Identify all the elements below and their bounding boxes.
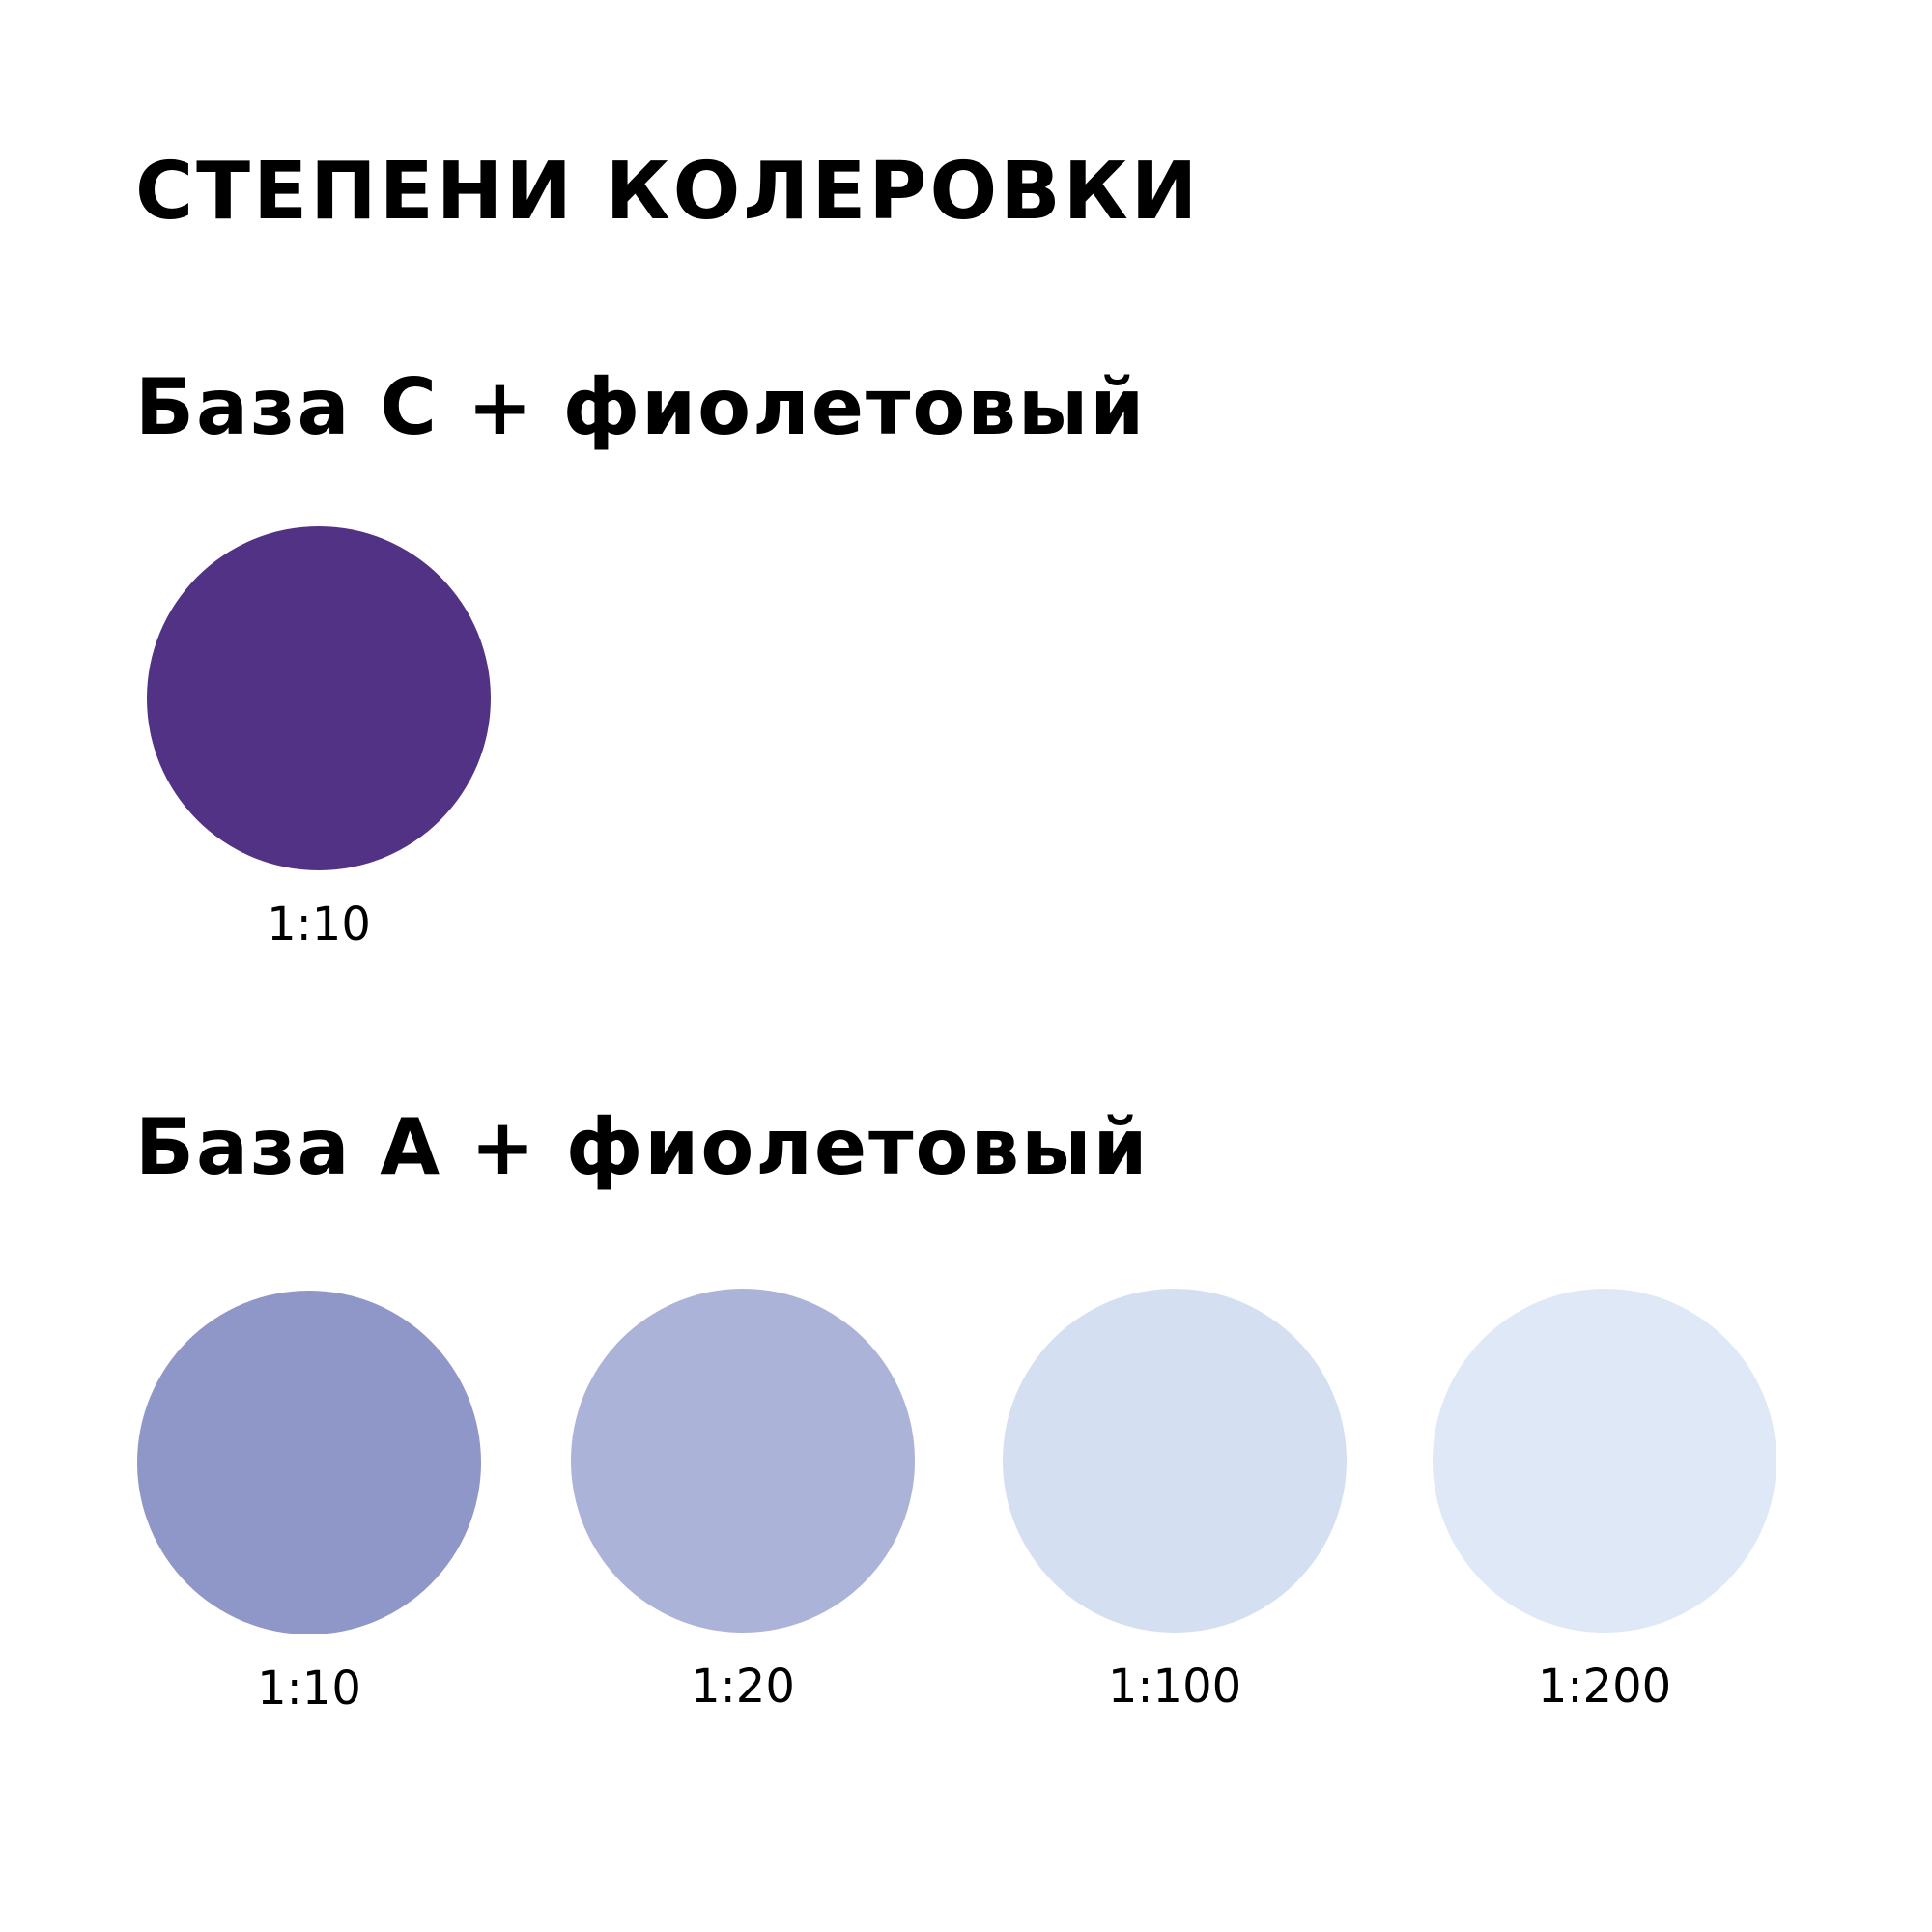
swatch-base-a-1-200: 1:200 — [1431, 1289, 1778, 1710]
swatch-base-c-1-10: 1:10 — [145, 526, 493, 948]
swatch-base-a-1-10: 1:10 — [135, 1291, 483, 1712]
page-title: СТЕПЕНИ КОЛЕРОВКИ — [135, 146, 1201, 238]
swatch-ratio-label: 1:100 — [1107, 1660, 1242, 1714]
swatch-base-a-1-100: 1:100 — [1001, 1289, 1349, 1710]
swatch-circle — [1003, 1289, 1347, 1633]
swatch-circle — [147, 526, 491, 870]
swatch-circle — [1433, 1289, 1776, 1633]
swatch-ratio-label: 1:200 — [1537, 1660, 1672, 1714]
swatch-base-a-1-20: 1:20 — [569, 1289, 917, 1710]
swatch-ratio-label: 1:10 — [267, 897, 371, 952]
swatch-circle — [137, 1291, 481, 1634]
swatch-circle — [571, 1289, 915, 1633]
swatch-ratio-label: 1:20 — [691, 1660, 795, 1714]
section-title-base-a: База А + фиолетовый — [135, 1102, 1150, 1192]
section-title-base-c: База С + фиолетовый — [135, 362, 1147, 452]
swatch-ratio-label: 1:10 — [257, 1662, 361, 1716]
